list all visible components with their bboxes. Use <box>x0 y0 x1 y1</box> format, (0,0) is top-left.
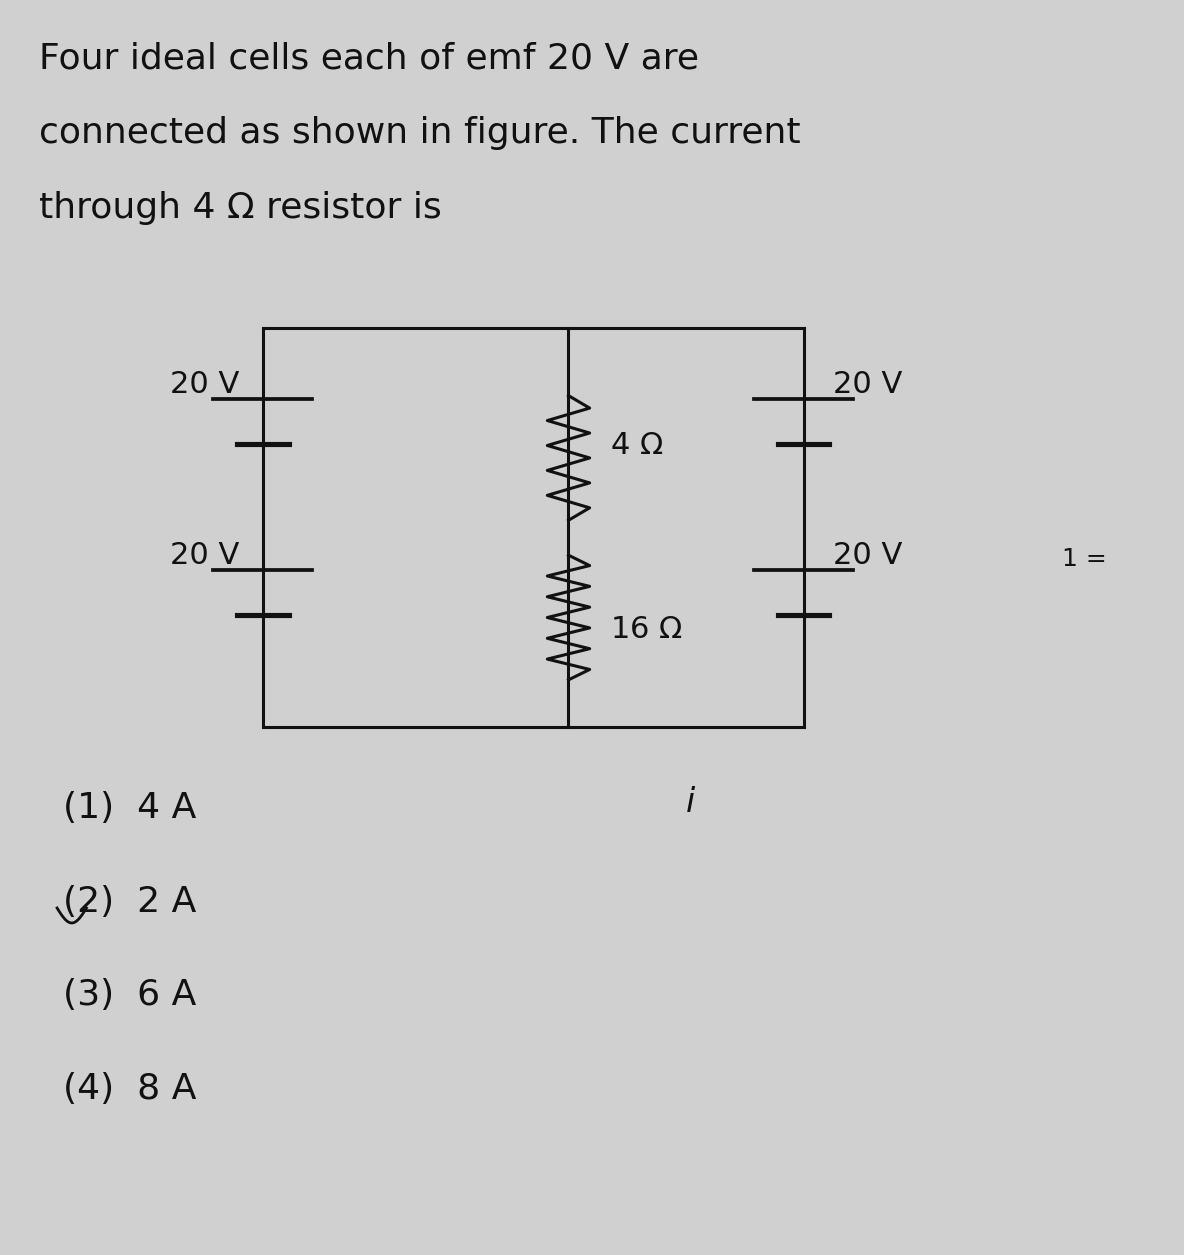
Text: 20 V: 20 V <box>170 370 239 399</box>
Text: Four ideal cells each of emf 20 V are: Four ideal cells each of emf 20 V are <box>39 41 700 75</box>
Text: 4 $\Omega$: 4 $\Omega$ <box>610 430 663 461</box>
Text: connected as shown in figure. The current: connected as shown in figure. The curren… <box>39 117 802 151</box>
Text: (2)  2 A: (2) 2 A <box>63 885 197 919</box>
Text: 20 V: 20 V <box>170 541 239 570</box>
Text: 1 =: 1 = <box>1062 547 1107 571</box>
Text: through 4 Ω resistor is: through 4 Ω resistor is <box>39 191 442 225</box>
Text: (1)  4 A: (1) 4 A <box>63 791 197 826</box>
Text: (3)  6 A: (3) 6 A <box>63 978 197 1013</box>
Text: i: i <box>686 786 695 818</box>
Text: (4)  8 A: (4) 8 A <box>63 1072 197 1106</box>
Text: 20 V: 20 V <box>834 370 902 399</box>
Text: 20 V: 20 V <box>834 541 902 570</box>
Text: 16 $\Omega$: 16 $\Omega$ <box>610 615 682 645</box>
